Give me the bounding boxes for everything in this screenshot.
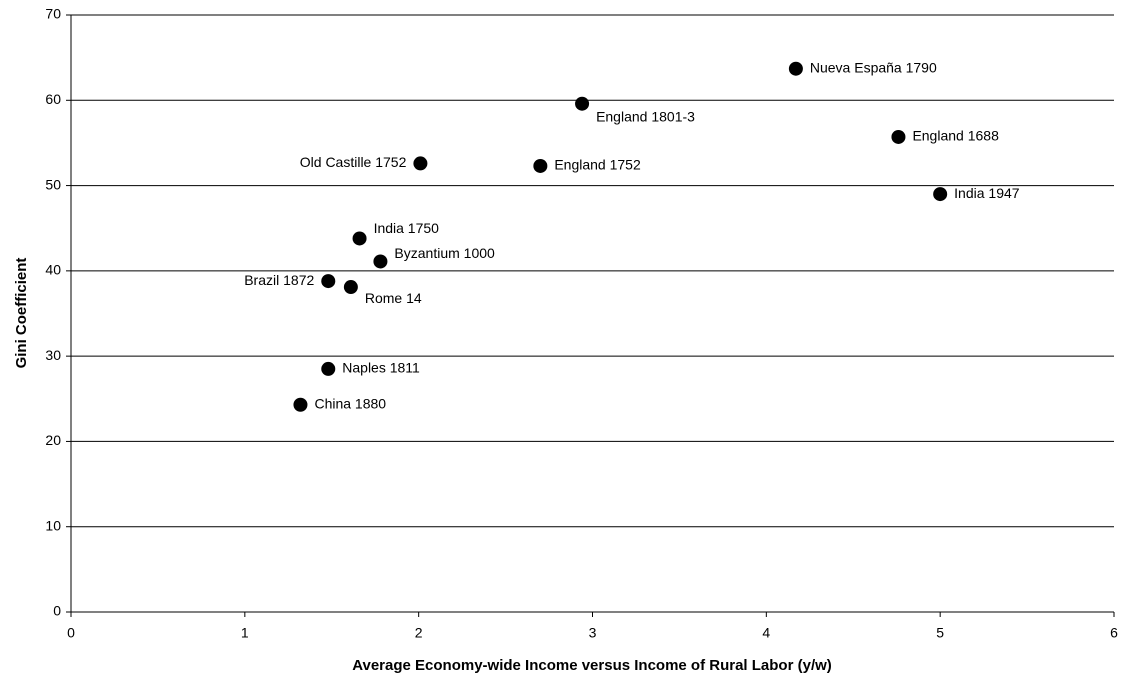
x-tick-label: 6 xyxy=(1110,625,1118,641)
y-tick-label: 30 xyxy=(45,347,61,363)
point-label: Old Castille 1752 xyxy=(300,154,407,170)
point-label: India 1750 xyxy=(374,220,440,236)
point xyxy=(891,129,906,144)
point xyxy=(321,361,336,376)
point-label: Byzantium 1000 xyxy=(394,245,495,261)
x-tick-label: 0 xyxy=(67,625,75,641)
point-label: Nueva España 1790 xyxy=(810,59,937,75)
point-label: Rome 14 xyxy=(365,290,422,306)
point xyxy=(321,274,336,289)
point-label: Brazil 1872 xyxy=(244,272,314,288)
y-tick-label: 40 xyxy=(45,262,61,278)
point-label: India 1947 xyxy=(954,185,1020,201)
x-tick-label: 4 xyxy=(762,625,770,641)
y-tick-label: 50 xyxy=(45,176,61,192)
point xyxy=(413,156,428,171)
x-axis-title: Average Economy-wide Income versus Incom… xyxy=(352,657,832,674)
point xyxy=(343,280,358,295)
point xyxy=(933,187,948,202)
point xyxy=(788,61,803,76)
y-tick-label: 10 xyxy=(45,517,61,533)
y-tick-label: 60 xyxy=(45,91,61,107)
x-tick-label: 5 xyxy=(936,625,944,641)
x-tick-label: 2 xyxy=(415,625,423,641)
x-tick-label: 1 xyxy=(241,625,249,641)
point-label: England 1752 xyxy=(554,157,641,173)
point-label: England 1801-3 xyxy=(596,108,695,124)
point xyxy=(293,397,308,412)
point-label: England 1688 xyxy=(912,128,999,144)
point xyxy=(533,158,548,173)
point xyxy=(373,254,388,269)
point-label: Naples 1811 xyxy=(342,360,420,376)
x-tick-label: 3 xyxy=(589,625,597,641)
point xyxy=(575,96,590,111)
y-tick-label: 70 xyxy=(45,6,61,22)
point xyxy=(352,231,367,246)
point-label: China 1880 xyxy=(314,395,386,411)
y-tick-label: 20 xyxy=(45,432,61,448)
y-tick-label: 0 xyxy=(53,603,61,619)
y-axis-title: Gini Coefficient xyxy=(13,258,30,369)
